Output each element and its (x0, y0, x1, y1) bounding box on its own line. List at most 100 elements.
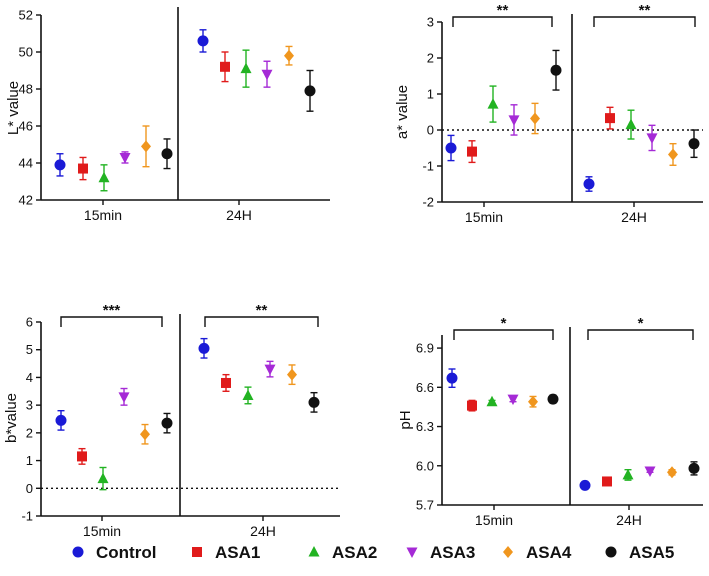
significance-label: ** (497, 2, 509, 19)
y-tick-label: 4 (26, 370, 33, 385)
data-point-control-15min (54, 159, 66, 171)
legend: Control ASA1 ASA2 ASA3 ASA4 ASA5 (72, 543, 674, 562)
significance-bracket (60, 316, 163, 327)
y-tick-label: -1 (21, 509, 33, 524)
data-point-asa5-15min (161, 417, 173, 429)
data-point-asa2-15min (487, 98, 499, 109)
legend-label-asa4: ASA4 (526, 543, 572, 562)
data-point-asa4-24h (284, 49, 294, 62)
data-point-asa1-15min (78, 163, 88, 174)
significance-bracket (453, 329, 554, 340)
x-tick-label: 24H (226, 207, 252, 223)
data-point-asa2-24h (622, 468, 634, 480)
legend-label-asa2: ASA2 (332, 543, 377, 562)
y-tick-label: 3 (427, 15, 434, 30)
y-tick-label: 6.3 (416, 419, 434, 434)
data-point-asa5-15min (550, 64, 562, 76)
data-point-asa1-24h (221, 377, 231, 388)
legend-label-asa3: ASA3 (430, 543, 475, 562)
data-point-asa5-15min (161, 148, 173, 160)
data-point-asa2-15min (97, 472, 109, 484)
data-point-asa3-15min (119, 152, 131, 164)
y-tick-label: 6 (26, 315, 33, 330)
data-point-asa1-24h (602, 476, 612, 487)
legend-marker-asa1 (192, 547, 202, 557)
y-tick-label: 50 (19, 45, 33, 60)
data-point-asa4-24h (668, 148, 678, 161)
legend-item-asa1: ASA1 (192, 543, 260, 562)
data-point-asa3-24h (261, 69, 273, 81)
significance-bracket (587, 329, 694, 340)
data-point-control-24h (579, 479, 591, 491)
data-point-asa1-15min (467, 400, 477, 411)
significance-label: *** (103, 302, 121, 319)
y-tick-label: 52 (19, 8, 33, 23)
y-tick-label: 48 (19, 82, 33, 97)
legend-label-asa5: ASA5 (629, 543, 674, 562)
data-point-asa5-24h (688, 138, 700, 150)
legend-label-asa1: ASA1 (215, 543, 260, 562)
data-point-asa3-24h (644, 466, 656, 477)
y-tick-label: 1 (26, 453, 33, 468)
significance-label: ** (639, 2, 651, 19)
data-point-asa2-15min (98, 171, 110, 183)
data-point-asa3-24h (646, 133, 658, 144)
y-tick-label: 2 (26, 425, 33, 440)
x-tick-label: 15min (465, 209, 503, 225)
y-axis-label: b*value (3, 393, 20, 443)
legend-item-control: Control (72, 543, 156, 562)
data-point-asa5-15min (547, 393, 559, 405)
x-tick-label: 15min (84, 207, 122, 223)
data-point-control-24h (583, 178, 595, 190)
legend-item-asa5: ASA5 (605, 543, 674, 562)
data-point-asa5-24h (308, 396, 320, 408)
data-point-asa1-24h (605, 113, 615, 124)
legend-marker-asa2 (308, 546, 320, 557)
legend-label-control: Control (96, 543, 156, 562)
x-tick-label: 24H (621, 209, 647, 225)
y-tick-label: 46 (19, 119, 33, 134)
data-point-asa4-24h (287, 368, 297, 381)
y-tick-label: 44 (19, 156, 33, 171)
x-tick-label: 24H (616, 512, 642, 528)
data-point-asa2-24h (242, 389, 254, 400)
y-tick-label: 42 (19, 193, 33, 208)
data-point-asa2-24h (625, 118, 637, 130)
data-point-asa3-15min (508, 115, 520, 126)
y-axis-label: pH (397, 410, 414, 429)
x-tick-label: 15min (83, 523, 121, 539)
data-point-asa5-24h (688, 462, 700, 474)
legend-item-asa2: ASA2 (308, 543, 377, 562)
data-point-asa3-24h (264, 364, 276, 376)
panel-1: 42 44 46 48 50 52 L* value 15min 24H (5, 7, 330, 223)
y-tick-label: -2 (422, 195, 434, 210)
data-point-control-15min (55, 414, 67, 426)
data-point-asa1-24h (220, 61, 230, 72)
data-point-asa2-15min (486, 395, 498, 407)
data-point-asa3-15min (507, 394, 519, 406)
significance-bracket (204, 316, 319, 327)
data-point-asa1-15min (467, 146, 477, 157)
y-tick-label: 0 (26, 481, 33, 496)
x-tick-label: 24H (250, 523, 276, 539)
data-point-asa1-15min (77, 451, 87, 462)
data-point-asa4-15min (530, 112, 540, 125)
x-tick-label: 15min (475, 512, 513, 528)
data-point-control-24h (198, 342, 210, 354)
significance-bracket (593, 16, 696, 27)
data-point-asa4-15min (141, 140, 151, 153)
legend-marker-asa4 (503, 546, 513, 558)
legend-item-asa3: ASA3 (406, 543, 475, 562)
y-tick-label: 3 (26, 398, 33, 413)
significance-label: * (501, 315, 507, 332)
data-point-control-24h (197, 35, 209, 47)
y-tick-label: 0 (427, 123, 434, 138)
y-tick-label: 6.9 (416, 341, 434, 356)
significance-label: ** (256, 302, 268, 319)
data-point-asa3-15min (118, 392, 130, 403)
legend-marker-control (72, 546, 84, 558)
panel-4: 5.7 6.0 6.3 6.6 6.9 pH 15min 24H * * (397, 315, 703, 528)
